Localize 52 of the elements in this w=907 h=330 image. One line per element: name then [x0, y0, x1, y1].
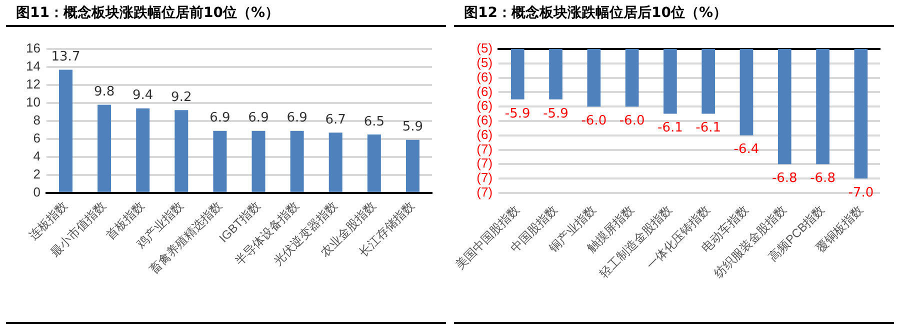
- bar: [367, 134, 381, 192]
- data-label: -6.0: [581, 113, 607, 128]
- y-tick-label: (6): [476, 69, 493, 84]
- bar: [290, 130, 304, 192]
- data-label: 6.9: [210, 110, 230, 126]
- data-label: 6.5: [364, 114, 385, 130]
- y-tick-label: 16: [26, 40, 40, 56]
- bar: [174, 110, 188, 192]
- bar: [406, 140, 420, 192]
- chart-title: 图11：概念板块涨跌幅位居前10位（%）: [6, 0, 446, 27]
- y-tick-label: 6: [33, 130, 40, 146]
- data-label: 9.8: [94, 84, 115, 100]
- y-tick-label: (7): [476, 184, 493, 200]
- data-label: -6.1: [696, 120, 722, 136]
- y-tick-label: (7): [476, 156, 493, 171]
- data-label: -6.8: [810, 171, 836, 186]
- data-label: -6.1: [658, 120, 683, 136]
- y-tick-label: (7): [476, 170, 493, 186]
- data-label: -6.8: [772, 171, 798, 186]
- data-label: 6.9: [248, 110, 269, 126]
- bar: [252, 130, 266, 192]
- data-label: 13.7: [51, 50, 80, 65]
- data-label: 5.9: [402, 120, 424, 135]
- data-label: 9.4: [132, 88, 154, 104]
- y-tick-label: 12: [26, 76, 40, 92]
- y-tick-label: (7): [476, 141, 493, 156]
- bar: [98, 104, 112, 192]
- data-label: -7.0: [848, 185, 874, 200]
- y-tick-label: (6): [476, 126, 493, 142]
- bar: [136, 108, 150, 192]
- y-tick-label: 0: [33, 184, 40, 200]
- y-tick-label: 8: [33, 112, 40, 128]
- y-tick-label: (5): [476, 54, 493, 70]
- y-tick-label: (6): [476, 112, 493, 128]
- data-label: -6.4: [734, 142, 760, 158]
- y-tick-label: (5): [476, 40, 493, 56]
- y-tick-label: (6): [476, 98, 493, 114]
- data-label: 6.7: [325, 112, 346, 128]
- y-tick-label: 4: [33, 148, 40, 164]
- data-label: -6.0: [619, 113, 645, 128]
- data-label: -5.9: [543, 106, 568, 122]
- bar: [328, 132, 342, 192]
- y-tick-label: (6): [476, 84, 493, 99]
- y-tick-label: 2: [33, 166, 40, 182]
- data-label: 9.2: [171, 90, 192, 106]
- y-tick-label: 14: [26, 58, 40, 74]
- y-tick-label: 10: [26, 94, 40, 110]
- data-label: 6.9: [286, 110, 308, 126]
- bar: [213, 130, 227, 192]
- data-label: -5.9: [504, 106, 530, 122]
- chart-title: 图12：概念板块涨跌幅位居后10位（%）: [454, 0, 894, 27]
- bar: [58, 70, 72, 192]
